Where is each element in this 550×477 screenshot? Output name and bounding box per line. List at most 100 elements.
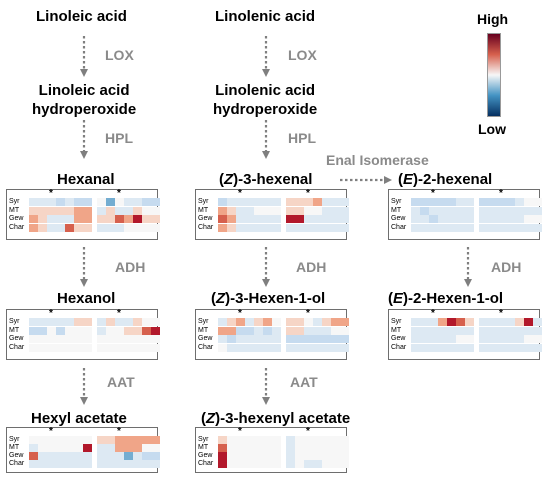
heatmap-cell — [254, 335, 263, 343]
heatmap-cell — [272, 436, 281, 444]
heatmap-cell — [115, 436, 124, 444]
heatmap-cell — [218, 326, 227, 335]
heatmap-cell — [83, 444, 92, 452]
heatmap-cell — [479, 326, 488, 335]
heatmap-cell — [151, 335, 160, 343]
heatmap-cell — [254, 326, 263, 335]
heatmap-cell — [411, 318, 420, 326]
heatmap-row-label: Char — [391, 223, 407, 231]
heatmap-cell — [488, 335, 497, 343]
heatmap-cell — [465, 318, 474, 326]
significance-star: * — [431, 308, 435, 319]
heatmap-cell — [263, 343, 272, 352]
heatmap-cell — [465, 198, 474, 206]
heatmap-cell — [74, 318, 83, 326]
heatmap-cell — [429, 223, 438, 232]
heatmap-cell — [465, 326, 474, 335]
heatmap-cell — [47, 460, 56, 468]
heatmap-cell — [56, 452, 65, 460]
heatmap-cell — [304, 444, 313, 452]
heatmap-cell — [479, 215, 488, 223]
heatmap-cell — [322, 215, 331, 223]
heatmap-cell — [124, 444, 133, 452]
heatmap-cell — [47, 198, 56, 206]
heatmap-cell — [236, 198, 245, 206]
heatmap-cell — [456, 206, 465, 215]
heatmap-cell — [429, 343, 438, 352]
heatmap-cell — [56, 326, 65, 335]
heatmap-cell — [420, 326, 429, 335]
heatmap-cell — [124, 343, 133, 352]
heatmap-cell — [29, 460, 38, 468]
heatmap-cell — [56, 460, 65, 468]
heatmap-row-label: Syr — [198, 198, 209, 205]
heatmap-cell — [447, 335, 456, 343]
enzyme-lox-1: LOX — [105, 47, 134, 63]
heatmap-cell — [29, 198, 38, 206]
heatmap-row-label: Char — [9, 343, 25, 351]
heatmap-cell — [331, 343, 340, 352]
heatmap-cell — [142, 318, 151, 326]
heatmap-cell — [115, 343, 124, 352]
heatmap-cell — [65, 436, 74, 444]
heatmap-cell — [263, 318, 272, 326]
heatmap-cell — [29, 444, 38, 452]
heatmap-cell — [133, 198, 142, 206]
e2-hexenol-pre: ( — [388, 290, 393, 307]
e2-hexenal-pre: ( — [398, 171, 403, 188]
heatmap-cell — [254, 343, 263, 352]
heatmap-cell — [236, 460, 245, 468]
heatmap-cell — [245, 206, 254, 215]
enzyme-lox-2: LOX — [288, 47, 317, 63]
heatmap-cell — [304, 335, 313, 343]
heatmap-cell — [456, 326, 465, 335]
heatmap-cell — [133, 436, 142, 444]
heatmap-cell — [420, 335, 429, 343]
heatmap-cell — [227, 452, 236, 460]
heatmap-cell — [295, 326, 304, 335]
heatmap-cell — [254, 452, 263, 460]
heatmap-cell — [429, 318, 438, 326]
significance-star: * — [306, 426, 310, 437]
heatmap-cell — [227, 335, 236, 343]
enzyme-adh-3: ADH — [491, 259, 522, 275]
heatmap-cell — [304, 343, 313, 352]
heatmap-cell — [533, 335, 542, 343]
significance-star: * — [431, 188, 435, 199]
heatmap-cell — [286, 444, 295, 452]
heatmap-cell — [313, 452, 322, 460]
heatmap-cell — [465, 206, 474, 215]
heatmap-cell — [331, 223, 340, 232]
heatmap-cell — [38, 206, 47, 215]
heatmap-cell — [106, 318, 115, 326]
node-hexyl-acetate: Hexyl acetate — [31, 410, 127, 427]
heatmap-cell — [227, 460, 236, 468]
heatmap-cell — [227, 198, 236, 206]
heatmap-cell — [331, 206, 340, 215]
enzyme-aat-2: AAT — [290, 374, 318, 390]
heatmap-cell — [322, 452, 331, 460]
heatmap-cell — [65, 343, 74, 352]
significance-star: * — [499, 308, 503, 319]
heatmap-cell — [65, 215, 74, 223]
heatmap-cell — [286, 452, 295, 460]
heatmap-cell — [322, 335, 331, 343]
heatmap-cell — [65, 326, 74, 335]
heatmap-cell — [497, 206, 506, 215]
heatmap-row-label: MT — [198, 326, 209, 334]
heatmap-cell — [456, 223, 465, 232]
heatmap-cell — [438, 343, 447, 352]
heatmap-row-label: Syr — [391, 198, 402, 205]
heatmap-cell — [479, 223, 488, 232]
heatmap-cell — [447, 215, 456, 223]
heatmap-cell — [218, 343, 227, 352]
heatmap-cell — [133, 335, 142, 343]
heatmap-cell — [322, 206, 331, 215]
heatmap-cell — [38, 198, 47, 206]
heatmap-cell — [524, 326, 533, 335]
heatmap-cell — [133, 215, 142, 223]
enzyme-enal-isomerase: Enal Isomerase — [326, 152, 429, 168]
heatmap-cell — [56, 198, 65, 206]
heatmap-cell — [263, 215, 272, 223]
heatmap-cell — [151, 452, 160, 460]
